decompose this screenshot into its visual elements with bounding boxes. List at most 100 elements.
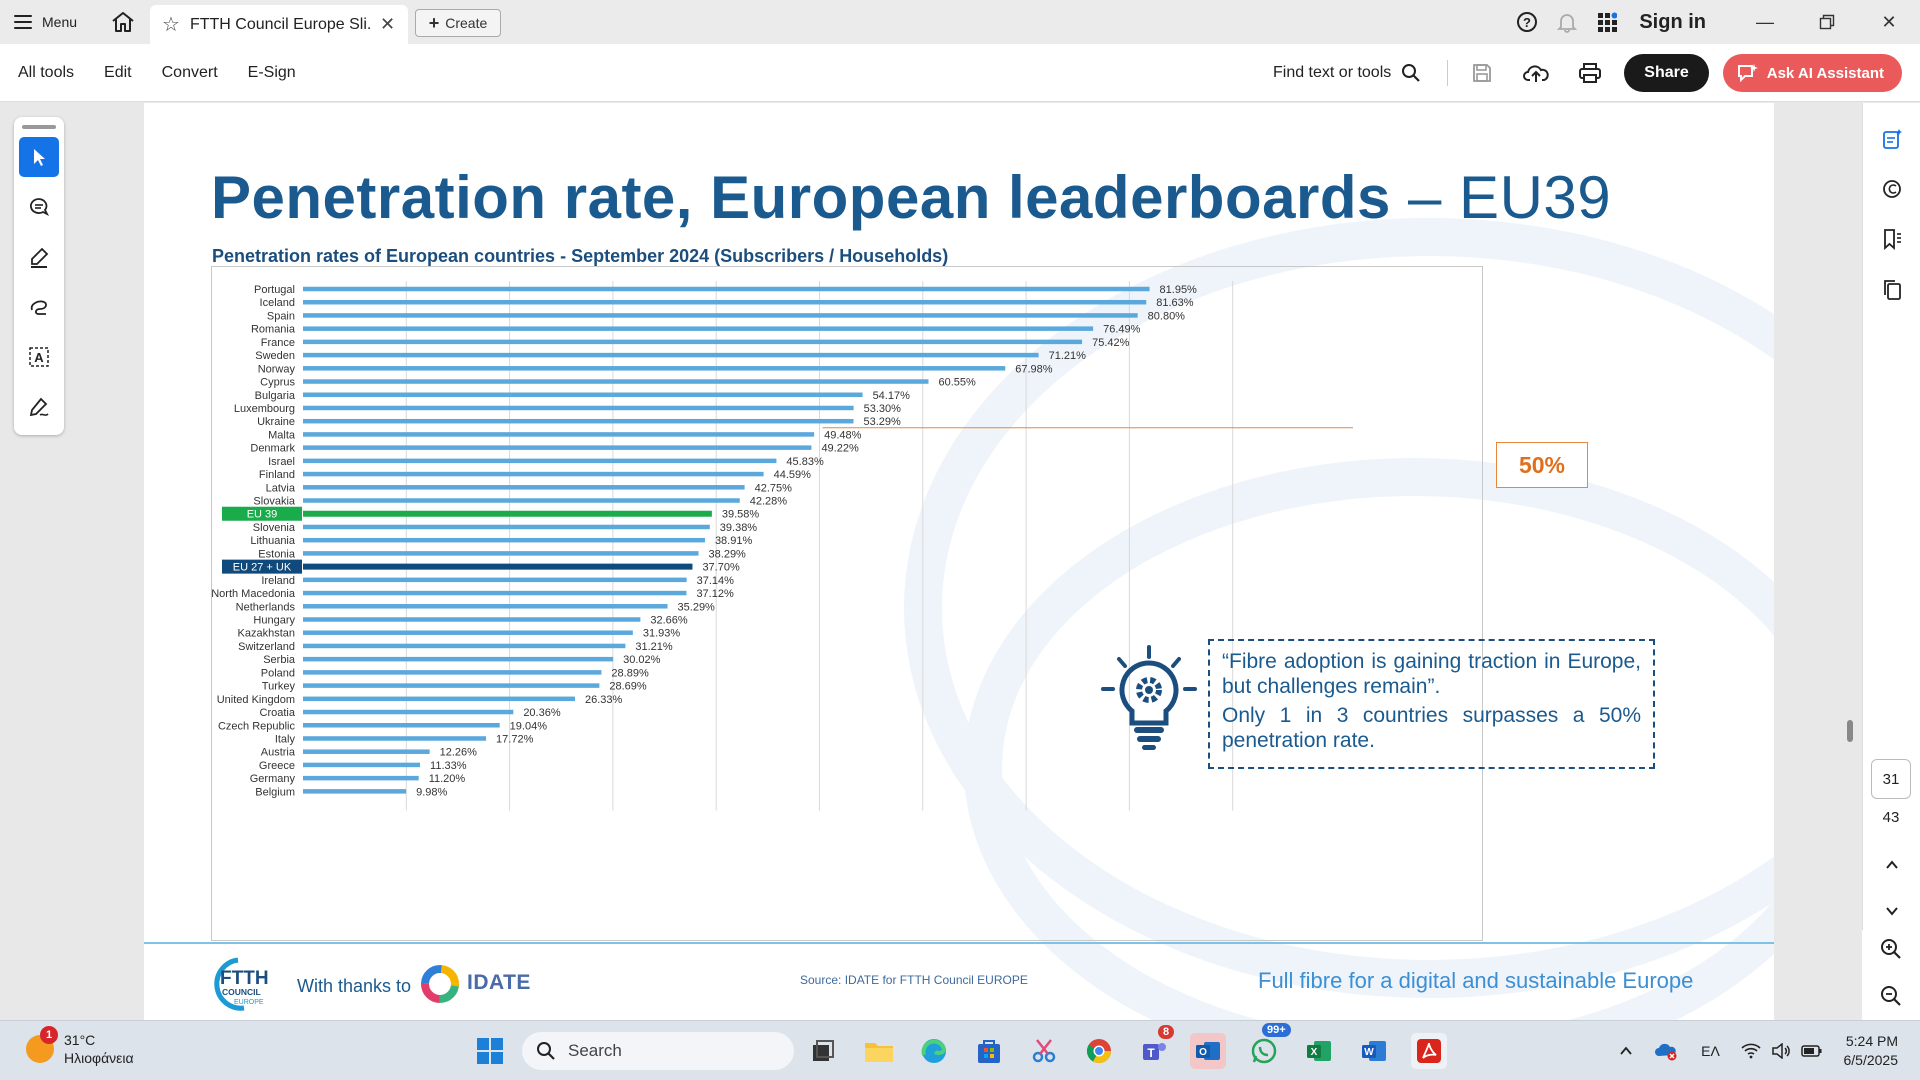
save-button[interactable] (1462, 53, 1502, 93)
draw-tool-button[interactable] (19, 287, 59, 327)
zoom-out-button[interactable] (1880, 985, 1902, 1012)
fifty-percent-callout: 50% (1496, 442, 1588, 488)
ftth-council-logo: FTTH COUNCIL EUROPE (204, 956, 276, 1012)
value-label: 49.22% (821, 443, 859, 455)
svg-text:O: O (1199, 1047, 1207, 1058)
category-label: Slovenia (253, 522, 296, 534)
print-button[interactable] (1570, 53, 1610, 93)
close-tab-icon[interactable]: ✕ (379, 14, 396, 34)
acrobat-app[interactable] (1411, 1033, 1447, 1069)
comment-tool-button[interactable] (19, 187, 59, 227)
category-label: Belgium (255, 786, 295, 798)
whatsapp-app[interactable]: 99+ (1246, 1023, 1291, 1069)
drag-handle[interactable] (22, 125, 56, 129)
chrome-icon (1086, 1039, 1111, 1064)
category-label: Serbia (263, 654, 296, 666)
windows-logo-icon (477, 1038, 503, 1064)
category-label: Spain (267, 310, 295, 322)
battery-icon (1800, 1045, 1821, 1057)
battery-button[interactable] (1796, 1029, 1828, 1073)
minimize-button[interactable]: — (1734, 0, 1796, 44)
chevron-up-icon (1886, 860, 1898, 869)
restore-button[interactable] (1796, 0, 1858, 44)
help-button[interactable]: ? (1507, 0, 1547, 44)
ask-ai-assistant-button[interactable]: Ask AI Assistant (1722, 54, 1902, 92)
highlight-label-box (222, 506, 302, 521)
category-label: Bulgaria (255, 390, 296, 402)
cloud-error-icon (1654, 1043, 1676, 1061)
bar-bulgaria (303, 392, 863, 398)
edge-browser-icon (921, 1039, 947, 1063)
category-label: Switzerland (238, 641, 295, 653)
zoom-in-button[interactable] (1880, 938, 1902, 965)
sign-in-button[interactable]: Sign in (1639, 10, 1706, 33)
close-window-button[interactable]: ✕ (1858, 0, 1920, 44)
menu-button[interactable]: Menu (14, 10, 77, 34)
excel-app[interactable]: X (1301, 1033, 1337, 1069)
edge-app[interactable] (916, 1033, 952, 1069)
snipping-tool-app[interactable] (1026, 1033, 1062, 1069)
category-label: Slovakia (253, 496, 295, 508)
vertical-scrollbar[interactable] (1847, 720, 1853, 742)
store-app[interactable] (971, 1033, 1007, 1069)
slide-title: Penetration rate, European leaderboards … (211, 163, 1611, 232)
whatsapp-icon (1251, 1038, 1277, 1064)
bookmark-icon (1884, 229, 1901, 250)
onedrive-button[interactable] (1646, 1029, 1686, 1073)
svg-text:X: X (1311, 1047, 1318, 1058)
task-view-app[interactable] (805, 1033, 841, 1069)
bar-latvia (303, 485, 745, 490)
volume-button[interactable] (1766, 1029, 1796, 1073)
system-clock[interactable]: 5:24 PM 6/5/2025 (1844, 1032, 1899, 1070)
wifi-button[interactable] (1736, 1029, 1766, 1073)
edit-menu[interactable]: Edit (104, 64, 132, 81)
show-hidden-icons-button[interactable] (1606, 1029, 1646, 1073)
esign-menu[interactable]: E-Sign (247, 64, 296, 81)
previous-page-button[interactable] (1872, 845, 1912, 885)
upload-cloud-button[interactable] (1516, 53, 1556, 93)
copy-pages-icon (1884, 280, 1901, 300)
convert-menu[interactable]: Convert (161, 64, 218, 81)
create-label: Create (445, 15, 488, 31)
text-tool-button[interactable]: A (19, 337, 59, 377)
all-tools-menu[interactable]: All tools (18, 64, 75, 81)
svg-text:W: W (1364, 1047, 1374, 1058)
weather-widget[interactable]: 1 31°C Ηλιοφάνεια (26, 1026, 134, 1067)
start-button[interactable] (472, 1033, 508, 1069)
word-app[interactable]: W (1356, 1033, 1392, 1069)
bar-lithuania (303, 537, 705, 543)
ai-summary-button[interactable] (1872, 119, 1912, 159)
value-label: 80.80% (1148, 310, 1186, 322)
next-page-button[interactable] (1872, 891, 1912, 931)
tab-bar: Menu ☆ FTTH Council Europe Sli... ✕ + Cr… (0, 0, 1920, 44)
apps-button[interactable] (1587, 0, 1627, 44)
title-light: – EU39 (1390, 164, 1612, 231)
sign-tool-button[interactable] (19, 387, 59, 427)
document-tab[interactable]: ☆ FTTH Council Europe Sli... ✕ (150, 5, 408, 44)
teams-app[interactable]: T 8 (1136, 1025, 1175, 1069)
taskbar-search[interactable]: Search (522, 1032, 794, 1070)
page-thumbnails-button[interactable] (1872, 269, 1912, 309)
share-button[interactable]: Share (1624, 54, 1709, 92)
language-indicator[interactable]: ΕΛ (1701, 1043, 1720, 1059)
outlook-icon: O (1196, 1042, 1220, 1060)
current-page-input[interactable]: 31 (1871, 759, 1911, 799)
source-note: Source: IDATE for FTTH Council EUROPE (800, 973, 1028, 987)
highlight-tool-button[interactable] (19, 237, 59, 277)
find-label: Find text or tools (1272, 64, 1392, 81)
home-button[interactable] (110, 10, 136, 34)
category-label: Croatia (260, 707, 296, 719)
bar-belgium (303, 789, 407, 794)
select-tool-button[interactable] (19, 137, 59, 177)
create-button[interactable]: + Create (415, 9, 501, 37)
file-explorer-app[interactable] (861, 1033, 897, 1069)
chrome-app[interactable] (1081, 1033, 1117, 1069)
excel-icon: X (1307, 1041, 1331, 1061)
outlook-app[interactable]: O (1190, 1033, 1226, 1069)
bookmarks-button[interactable] (1872, 219, 1912, 259)
bell-icon (1557, 14, 1578, 33)
comments-panel-button[interactable] (1872, 169, 1912, 209)
star-icon[interactable]: ☆ (162, 14, 180, 36)
find-tools-button[interactable]: Find text or tools (1273, 63, 1421, 83)
notifications-button[interactable] (1547, 0, 1587, 44)
